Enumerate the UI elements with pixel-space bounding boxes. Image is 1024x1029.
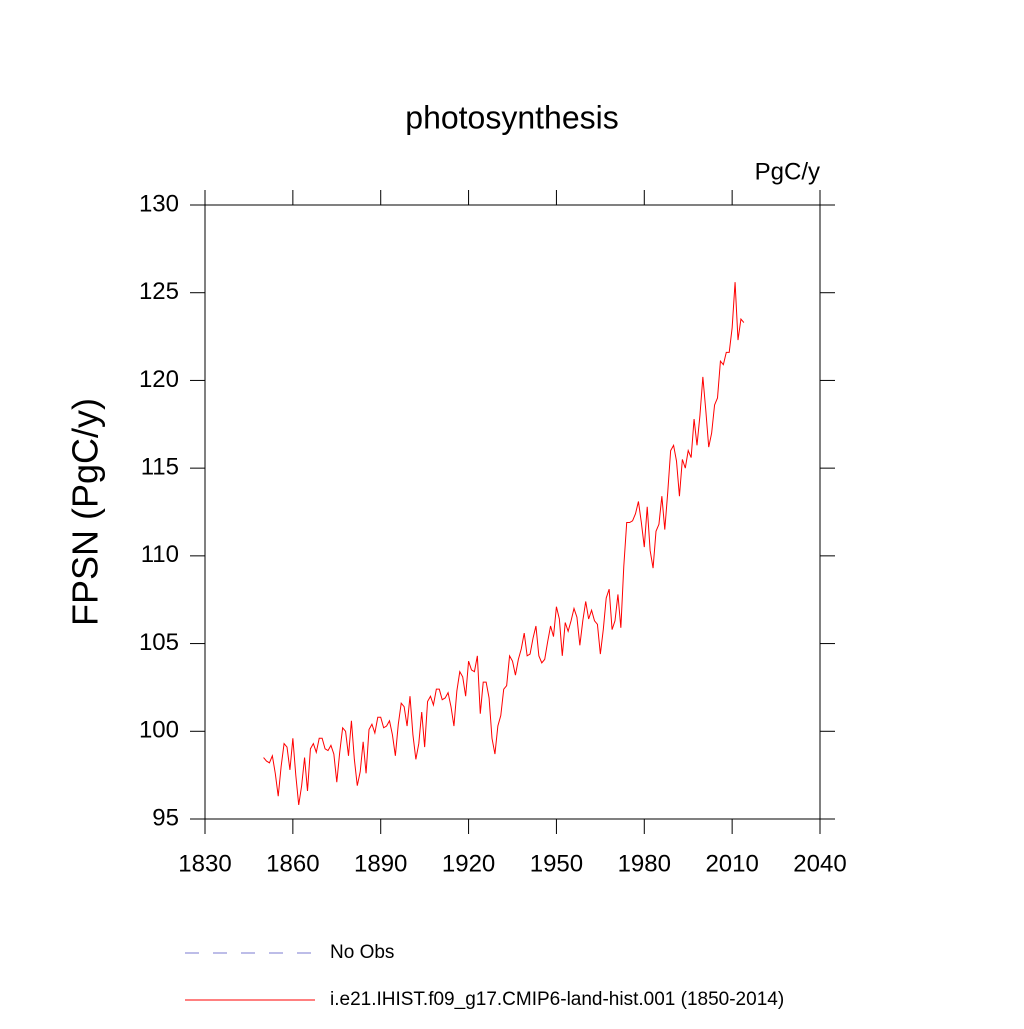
units-label: PgC/y [755,158,820,185]
y-tick-label: 115 [141,453,179,480]
x-tick-label: 1830 [178,850,231,877]
x-tick-label: 2040 [793,850,846,877]
plot-frame [204,204,821,820]
legend-label: i.e21.IHIST.f09_g17.CMIP6-land-hist.001 … [330,989,784,1010]
x-tick-label: 1890 [354,850,407,877]
y-tick-label: 95 [152,804,179,831]
y-axis-label: FPSN (PgC/y) [65,398,106,626]
y-tick-label: 125 [139,278,179,305]
legend-label: No Obs [330,942,394,963]
x-tick-label: 1920 [442,850,495,877]
y-tick-label: 130 [139,190,179,217]
y-tick-label: 100 [139,717,179,744]
x-tick-label: 1950 [530,850,583,877]
chart-title: photosynthesis [405,99,618,135]
y-tick-label: 120 [139,366,179,393]
y-tick-label: 110 [141,541,179,568]
y-tick-label: 105 [139,629,179,656]
x-tick-label: 1980 [618,850,671,877]
x-tick-label: 2010 [705,850,758,877]
x-tick-label: 1860 [266,850,319,877]
data-line [263,282,745,806]
